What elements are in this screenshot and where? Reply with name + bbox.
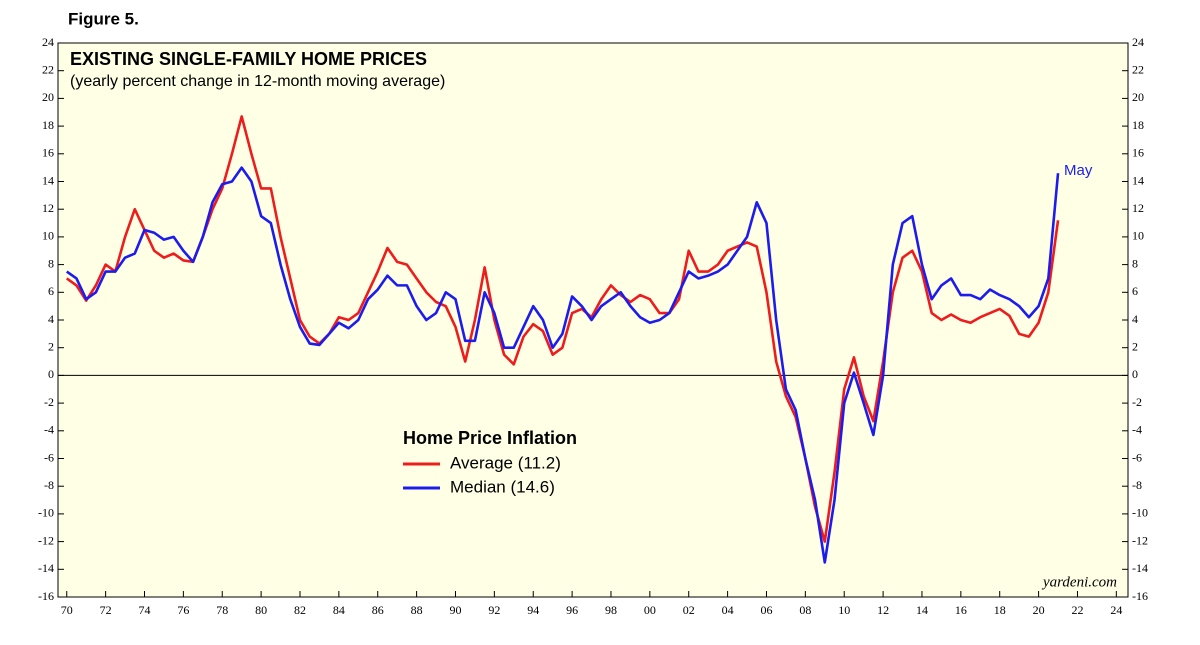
figure-label: Figure 5.: [68, 9, 139, 28]
y-tick-label: 0: [48, 367, 54, 381]
y-tick-label: 14: [42, 173, 54, 187]
y-tick-label-right: 18: [1132, 118, 1144, 132]
y-tick-label: -10: [38, 506, 54, 520]
y-tick-label: 8: [48, 256, 54, 270]
y-tick-label-right: -8: [1132, 478, 1142, 492]
x-tick-label: 18: [994, 603, 1006, 617]
y-tick-label: 16: [42, 146, 54, 160]
legend-title: Home Price Inflation: [403, 428, 577, 448]
x-tick-label: 82: [294, 603, 306, 617]
y-tick-label-right: -16: [1132, 589, 1148, 603]
y-tick-label: 20: [42, 90, 54, 104]
y-tick-label-right: -10: [1132, 506, 1148, 520]
y-tick-label-right: 8: [1132, 256, 1138, 270]
x-tick-label: 90: [449, 603, 461, 617]
y-tick-label: -4: [44, 423, 54, 437]
x-tick-label: 72: [100, 603, 112, 617]
x-tick-label: 76: [177, 603, 189, 617]
series-line: [65, 115, 1060, 543]
y-tick-label: 6: [48, 284, 54, 298]
legend-label: Median (14.6): [450, 477, 555, 496]
x-tick-label: 96: [566, 603, 578, 617]
x-tick-label: 14: [916, 603, 928, 617]
y-tick-label: -6: [44, 450, 54, 464]
x-tick-label: 94: [527, 603, 539, 617]
y-tick-label-right: -14: [1132, 561, 1148, 575]
y-tick-label: 18: [42, 118, 54, 132]
legend-label: Average (11.2): [450, 453, 561, 472]
y-tick-label-right: 14: [1132, 173, 1144, 187]
x-tick-label: 08: [799, 603, 811, 617]
y-tick-label-right: 2: [1132, 339, 1138, 353]
x-tick-label: 80: [255, 603, 267, 617]
y-tick-label-right: 16: [1132, 146, 1144, 160]
y-tick-label-right: 12: [1132, 201, 1144, 215]
y-tick-label-right: 4: [1132, 312, 1138, 326]
y-tick-label: -12: [38, 533, 54, 547]
x-tick-label: 74: [138, 603, 150, 617]
chart-title: EXISTING SINGLE-FAMILY HOME PRICES: [70, 49, 427, 69]
y-tick-label: 10: [42, 229, 54, 243]
y-tick-label-right: -4: [1132, 423, 1142, 437]
source: yardeni.com: [1041, 574, 1117, 590]
y-tick-label: 12: [42, 201, 54, 215]
x-tick-label: 88: [411, 603, 423, 617]
x-tick-label: 12: [877, 603, 889, 617]
y-tick-label: -8: [44, 478, 54, 492]
x-tick-label: 24: [1110, 603, 1122, 617]
y-tick-label-right: 22: [1132, 62, 1144, 76]
y-tick-label: 4: [48, 312, 54, 326]
series-line: [65, 166, 1060, 564]
y-tick-label: -2: [44, 395, 54, 409]
x-tick-label: 02: [683, 603, 695, 617]
x-tick-label: 06: [760, 603, 772, 617]
y-tick-label-right: 6: [1132, 284, 1138, 298]
annotation: May: [1064, 162, 1093, 179]
x-tick-label: 84: [333, 603, 345, 617]
y-tick-label-right: 24: [1132, 35, 1144, 49]
y-tick-label: 22: [42, 62, 54, 76]
x-tick-label: 78: [216, 603, 228, 617]
x-tick-label: 22: [1071, 603, 1083, 617]
x-tick-label: 04: [722, 603, 734, 617]
x-tick-label: 70: [61, 603, 73, 617]
x-tick-label: 92: [488, 603, 500, 617]
x-tick-label: 20: [1033, 603, 1045, 617]
x-tick-label: 86: [372, 603, 384, 617]
y-tick-label-right: 0: [1132, 367, 1138, 381]
y-tick-label-right: -6: [1132, 450, 1142, 464]
x-tick-label: 10: [838, 603, 850, 617]
x-tick-label: 00: [644, 603, 656, 617]
x-tick-label: 98: [605, 603, 617, 617]
y-tick-label: -16: [38, 589, 54, 603]
y-tick-label-right: 20: [1132, 90, 1144, 104]
y-tick-label-right: -2: [1132, 395, 1142, 409]
y-tick-label-right: 10: [1132, 229, 1144, 243]
y-tick-label: 2: [48, 339, 54, 353]
x-tick-label: 16: [955, 603, 967, 617]
y-tick-label-right: -12: [1132, 533, 1148, 547]
y-tick-label: 24: [42, 35, 54, 49]
y-tick-label: -14: [38, 561, 54, 575]
chart-subtitle: (yearly percent change in 12-month movin…: [70, 73, 445, 90]
